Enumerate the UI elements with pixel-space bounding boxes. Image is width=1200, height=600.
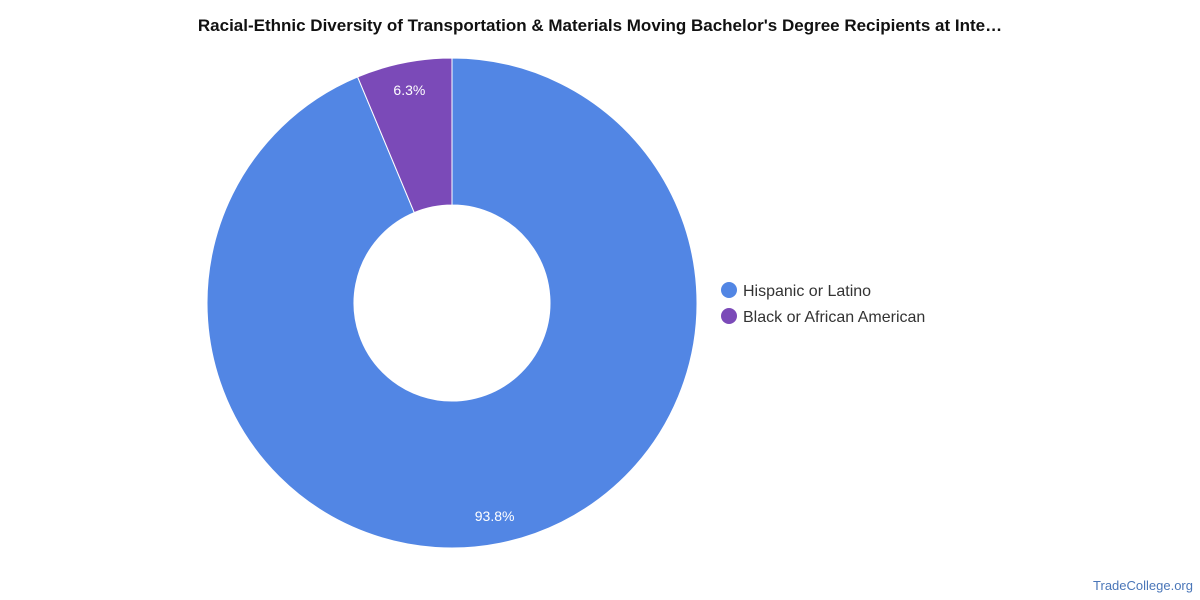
slice-label-hispanic-or-latino: 93.8%	[475, 508, 515, 524]
slice-labels-group: 93.8% 6.3%	[393, 82, 514, 524]
legend-label-hispanic-or-latino: Hispanic or Latino	[743, 283, 871, 300]
slices-group	[206, 57, 698, 549]
legend-item-black-or-african-american[interactable]: Black or African American	[721, 308, 925, 326]
legend-swatch-black-or-african-american	[721, 308, 737, 324]
legend-swatch-hispanic-or-latino	[721, 282, 737, 298]
source-watermark[interactable]: TradeCollege.org	[1093, 578, 1193, 593]
legend: Hispanic or Latino Black or African Ameri…	[721, 282, 925, 326]
legend-item-hispanic-or-latino[interactable]: Hispanic or Latino	[721, 282, 871, 300]
legend-label-black-or-african-american: Black or African American	[743, 309, 925, 326]
slice-label-black-or-african-american: 6.3%	[393, 82, 425, 98]
slice-black-or-african-american[interactable]	[356, 57, 453, 214]
chart-title: Racial-Ethnic Diversity of Transportatio…	[197, 16, 1003, 35]
slice-hispanic-or-latino[interactable]	[206, 57, 698, 549]
